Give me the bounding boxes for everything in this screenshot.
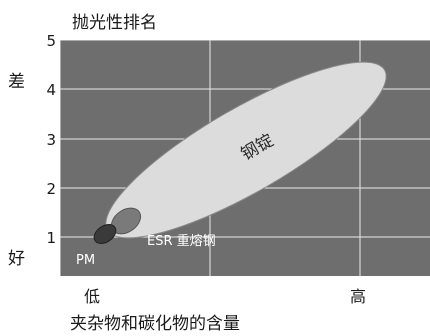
y-top-label: 差 xyxy=(8,72,25,92)
esr-label: ESR 重熔钢 xyxy=(147,233,216,249)
y-axis-title: 抛光性排名 xyxy=(72,13,157,33)
x-tick-low: 低 xyxy=(84,287,101,306)
y-bottom-label: 好 xyxy=(8,249,25,269)
x-tick-high: 高 xyxy=(350,287,367,306)
y-tick-1: 1 xyxy=(46,229,56,247)
y-tick-4: 4 xyxy=(46,81,56,99)
y-tick-3: 3 xyxy=(46,131,56,149)
series-pm xyxy=(93,223,117,245)
y-tick-2: 2 xyxy=(46,180,56,198)
pm-ellipse xyxy=(93,223,117,245)
y-tick-5: 5 xyxy=(46,32,56,50)
plot-area: 钢锭 ESR 重熔钢 PM xyxy=(60,40,430,276)
pm-label: PM xyxy=(76,253,95,268)
x-axis-title: 夹杂物和碳化物的含量 xyxy=(70,314,240,334)
